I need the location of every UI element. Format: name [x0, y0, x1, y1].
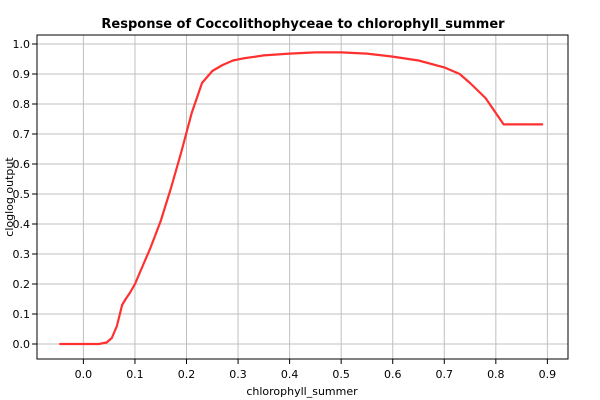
x-tick-label: 0.3 [229, 368, 247, 381]
y-axis: 0.0 0.1 0.2 0.3 0.4 0.5 0.6 0.7 0.8 0.9 1.0 [13, 38, 37, 351]
x-tick-label: 0.7 [436, 368, 454, 381]
y-tick-label: 0.7 [13, 128, 31, 141]
y-tick-label: 0.9 [13, 68, 31, 81]
y-tick-label: 1.0 [13, 38, 31, 51]
plot-frame [36, 34, 569, 360]
y-tick-label: 0.8 [13, 98, 31, 111]
x-tick-label: 0.9 [539, 368, 557, 381]
x-tick-label: 0.0 [75, 368, 93, 381]
grid [37, 35, 568, 359]
y-tick-label: 0.3 [13, 248, 31, 261]
x-axis-label: chlorophyll_summer [246, 385, 358, 398]
x-axis: 0.0 0.1 0.2 0.3 0.4 0.5 0.6 0.7 0.8 0.9 [75, 359, 556, 381]
x-tick-label: 0.6 [384, 368, 402, 381]
x-tick-label: 0.8 [487, 368, 505, 381]
y-tick-label: 0.2 [13, 278, 31, 291]
y-tick-label: 0.6 [13, 158, 31, 171]
y-tick-label: 0.0 [13, 338, 31, 351]
x-tick-label: 0.1 [126, 368, 144, 381]
x-tick-label: 0.2 [178, 368, 196, 381]
y-tick-label: 0.1 [13, 308, 31, 321]
x-tick-label: 0.5 [332, 368, 350, 381]
y-tick-label: 0.5 [13, 188, 31, 201]
series-layer [59, 51, 544, 346]
y-axis-label: cloglog output [3, 157, 16, 237]
response-curve-line [59, 51, 544, 346]
y-tick-label: 0.4 [13, 218, 31, 231]
x-tick-label: 0.4 [281, 368, 299, 381]
chart-title: Response of Coccolithophyceae to chlorop… [101, 17, 505, 32]
